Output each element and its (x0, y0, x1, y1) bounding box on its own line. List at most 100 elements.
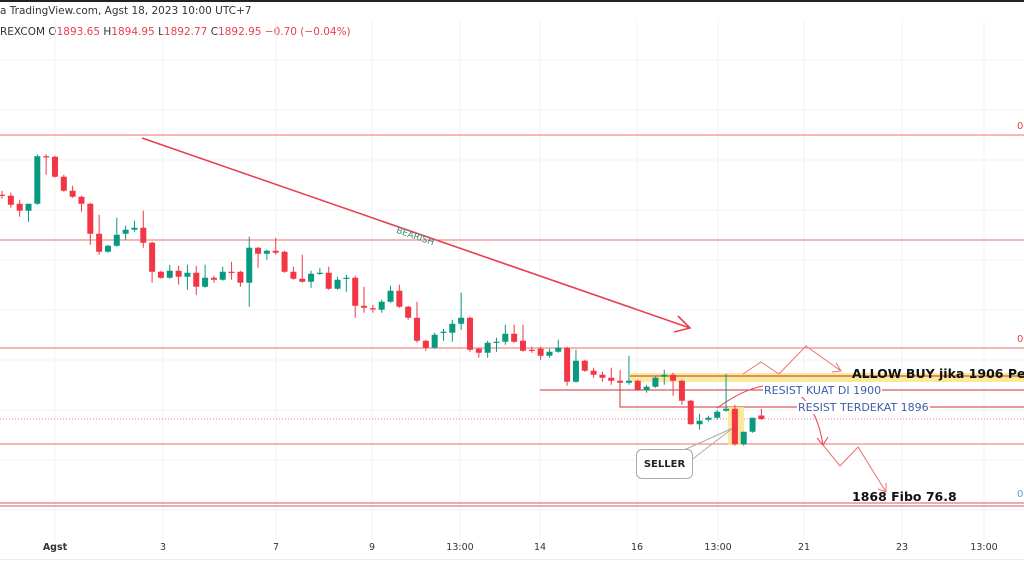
candle-down (87, 202, 94, 245)
candle-up (343, 274, 350, 292)
candle-body (255, 247, 262, 254)
low-label: L (158, 26, 164, 38)
fib-level-label: 0 (1017, 334, 1024, 345)
candle-up (113, 217, 120, 247)
candle-body (299, 278, 306, 282)
candle-body (25, 203, 32, 211)
candle-body (555, 347, 562, 352)
candle-up (34, 154, 41, 205)
close-label: C (210, 26, 219, 38)
allow-buy-highlight (630, 373, 1024, 382)
candle-down (193, 265, 200, 295)
candle-up (431, 332, 438, 349)
candle-down (0, 190, 5, 199)
top-border (0, 0, 1024, 2)
candle-down (581, 359, 588, 372)
candle-down (281, 250, 288, 273)
time-tick-label: 16 (630, 542, 644, 553)
candle-body (60, 176, 67, 191)
candle-body (723, 408, 730, 411)
candle-down (96, 214, 103, 255)
time-tick-label: 23 (895, 542, 909, 553)
candle-up (493, 337, 500, 352)
candle-up (219, 266, 226, 281)
candle-down (272, 237, 279, 255)
candle-up (652, 376, 659, 388)
candle-body (449, 323, 456, 333)
candle-down (299, 254, 306, 283)
candle-body (405, 306, 412, 318)
candle-up (440, 328, 447, 341)
candle-down (361, 286, 368, 313)
open-value: 1893.65 (56, 26, 101, 38)
candle-up (25, 203, 32, 222)
candle-down (528, 346, 535, 353)
candle-up (184, 264, 191, 290)
candle-body (678, 380, 685, 401)
candle-down (255, 246, 262, 268)
candle-down (731, 404, 738, 446)
candle-body (69, 190, 76, 197)
fib-level-label: 0 (1017, 489, 1024, 500)
candle-body (731, 408, 738, 445)
candle-body (758, 415, 765, 419)
resist-terdekat-label: RESIST TERDEKAT 1896 (797, 401, 930, 414)
symbol: REXCOM (0, 26, 46, 38)
fibo-label: 1868 Fibo 76.8 (852, 489, 957, 504)
candle-up (740, 431, 747, 446)
candle-up (661, 369, 668, 385)
candle-body (422, 340, 429, 348)
candle-down (60, 174, 67, 192)
candle-body (96, 233, 103, 252)
candle-body (334, 279, 341, 289)
candle-body (749, 417, 756, 432)
candle-body (564, 347, 571, 382)
candle-down (228, 261, 235, 280)
bearish-trendline (141, 137, 691, 329)
candle-down (608, 367, 615, 385)
candle-body (511, 333, 518, 342)
candle-body (131, 227, 138, 230)
candle-body (599, 374, 606, 378)
time-tick-label: 21 (797, 542, 811, 553)
candle-up (705, 415, 712, 422)
candle-body (325, 272, 332, 289)
candle-down (687, 399, 694, 425)
low-value: 1892.77 (163, 26, 208, 38)
candle-down (466, 316, 473, 352)
seller-label: SELLER (643, 458, 686, 470)
candle-body (519, 340, 526, 351)
time-axis-border (0, 559, 1024, 560)
candle-up (484, 340, 491, 358)
candle-up (458, 292, 465, 330)
candle-body (475, 348, 482, 353)
candle-body (440, 331, 447, 333)
candle-body (714, 411, 721, 418)
candle-body (537, 348, 544, 356)
candle-down (405, 305, 412, 320)
candle-up (696, 413, 703, 430)
candle-body (157, 271, 164, 278)
candle-up (131, 220, 138, 232)
candle-up (625, 355, 632, 385)
candle-body (34, 156, 41, 204)
candle-body (51, 156, 58, 177)
candle-body (546, 351, 553, 356)
candle-body (361, 305, 368, 308)
bearish-arrowhead (673, 315, 692, 333)
candle-up (387, 285, 394, 303)
candle-body (175, 270, 182, 277)
candle-body (369, 308, 376, 310)
candle-body (528, 349, 535, 351)
candle-body (661, 374, 668, 377)
candle-down (352, 275, 359, 318)
time-tick-label: 7 (272, 542, 280, 553)
candle-down (325, 266, 332, 290)
change-value: −0.70 (−0.04%) (264, 26, 351, 38)
candle-down (758, 409, 765, 420)
candle-body (122, 229, 129, 234)
time-tick-label: 14 (533, 542, 547, 553)
candle-up (723, 373, 730, 412)
candles (0, 154, 765, 446)
